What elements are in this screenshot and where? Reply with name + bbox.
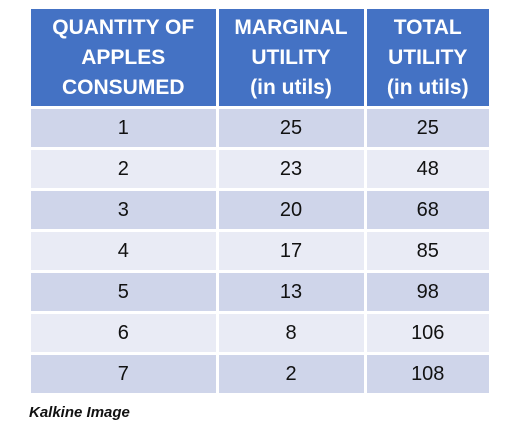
cell-total-utility: 108: [363, 352, 489, 393]
cell-total-utility: 98: [363, 270, 489, 313]
header-total-utility: TOTAL UTILITY (in utils): [363, 9, 489, 109]
header-marginal-line-1: MARGINAL: [234, 15, 348, 39]
cell-marginal-utility: 20: [215, 188, 365, 231]
table-row: 6 8 106: [31, 311, 489, 354]
header-quantity: QUANTITY OF APPLES CONSUMED: [31, 9, 217, 109]
cell-total-utility: 68: [363, 188, 489, 231]
header-row: QUANTITY OF APPLES CONSUMED MARGINAL UTI…: [31, 9, 489, 109]
table-body: 1 25 25 2 23 48 3 20 68 4 17 85 5 13 98 …: [31, 106, 489, 393]
cell-quantity: 6: [31, 311, 217, 354]
cell-quantity: 1: [31, 106, 217, 149]
header-total-line-3: (in utils): [386, 75, 469, 99]
cell-quantity: 2: [31, 147, 217, 190]
cell-quantity: 5: [31, 270, 217, 313]
cell-marginal-utility: 13: [215, 270, 365, 313]
table-row: 1 25 25: [31, 106, 489, 149]
cell-marginal-utility: 2: [215, 352, 365, 393]
table-header: QUANTITY OF APPLES CONSUMED MARGINAL UTI…: [31, 9, 489, 109]
header-quantity-line-2: APPLES: [81, 45, 166, 69]
image-caption: Kalkine Image: [29, 404, 130, 421]
cell-total-utility: 106: [363, 311, 489, 354]
header-total-line-1: TOTAL: [393, 15, 462, 39]
table-row: 4 17 85: [31, 229, 489, 272]
utility-table: QUANTITY OF APPLES CONSUMED MARGINAL UTI…: [31, 9, 489, 393]
cell-marginal-utility: 23: [215, 147, 365, 190]
table-row: 7 2 108: [31, 352, 489, 393]
table-row: 2 23 48: [31, 147, 489, 190]
table-row: 3 20 68: [31, 188, 489, 231]
header-quantity-line-3: CONSUMED: [61, 75, 185, 99]
header-total-line-2: UTILITY: [388, 45, 468, 69]
cell-total-utility: 25: [363, 106, 489, 149]
cell-total-utility: 85: [363, 229, 489, 272]
cell-total-utility: 48: [363, 147, 489, 190]
header-quantity-line-1: QUANTITY OF: [52, 15, 195, 39]
cell-marginal-utility: 25: [215, 106, 365, 149]
cell-quantity: 3: [31, 188, 217, 231]
header-marginal-utility: MARGINAL UTILITY (in utils): [215, 9, 365, 109]
cell-marginal-utility: 8: [215, 311, 365, 354]
header-marginal-line-3: (in utils): [250, 75, 332, 99]
cell-quantity: 4: [31, 229, 217, 272]
cell-marginal-utility: 17: [215, 229, 365, 272]
table-row: 5 13 98: [31, 270, 489, 313]
cell-quantity: 7: [31, 352, 217, 393]
header-marginal-line-2: UTILITY: [251, 45, 331, 69]
